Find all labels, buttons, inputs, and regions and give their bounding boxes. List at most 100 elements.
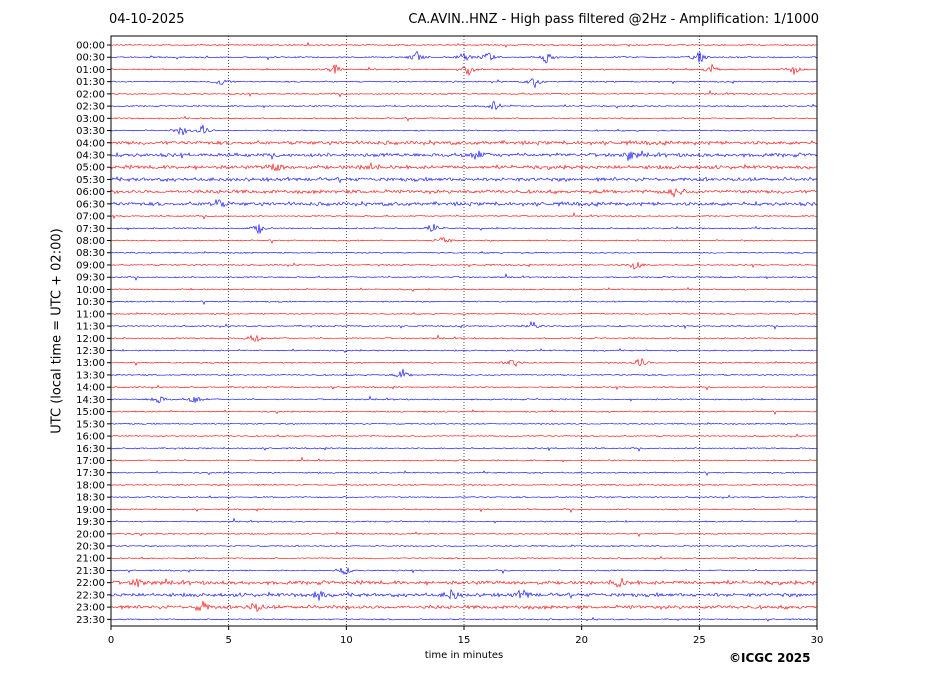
trace-1430 (110, 395, 818, 404)
y-tick-label: 12:30 (76, 346, 105, 357)
trace-0230 (110, 100, 818, 111)
y-axis-label: UTC (local time = UTC + 02:00) (49, 228, 65, 434)
trace-1130 (110, 320, 818, 330)
y-tick-label: 02:00 (76, 89, 105, 100)
y-tick-label: 00:00 (76, 41, 105, 52)
x-axis-label: time in minutes (424, 650, 504, 661)
trace-0330 (110, 124, 818, 136)
y-tick-label: 23:30 (76, 615, 105, 626)
trace-0900 (110, 262, 818, 270)
trace-0300 (110, 115, 818, 122)
y-tick-label: 04:00 (76, 138, 105, 149)
trace-1900 (110, 507, 818, 513)
trace-1630 (110, 446, 818, 452)
trace-0930 (110, 273, 818, 281)
y-tick-label: 06:00 (76, 187, 105, 198)
trace-1530 (110, 422, 818, 426)
y-tick-label: 13:00 (76, 358, 105, 369)
trace-0530 (110, 176, 818, 184)
trace-1500 (110, 409, 818, 415)
y-tick-label: 01:30 (76, 77, 105, 88)
y-tick-label: 20:30 (76, 542, 105, 553)
trace-1330 (110, 368, 818, 378)
trace-1800 (110, 483, 818, 487)
y-tick-label: 04:30 (76, 150, 105, 161)
trace-0730 (110, 223, 818, 235)
y-tick-label: 18:30 (76, 493, 105, 504)
y-tick-label: 22:30 (76, 590, 105, 601)
trace-0700 (110, 212, 818, 220)
y-tick-label: 11:00 (76, 309, 105, 320)
y-tick-label: 06:30 (76, 199, 105, 210)
y-tick-label: 03:00 (76, 114, 105, 125)
trace-0030 (110, 50, 818, 64)
minute-gridlines (228, 36, 700, 626)
trace-2000 (110, 531, 818, 538)
trace-0800 (110, 237, 818, 244)
y-tick-label: 17:30 (76, 468, 105, 479)
trace-0630 (110, 199, 818, 208)
y-tick-label: 02:30 (76, 102, 105, 113)
y-tick-label: 08:30 (76, 248, 105, 259)
trace-2100 (110, 555, 818, 561)
trace-0500 (110, 161, 818, 172)
trace-1830 (110, 494, 818, 500)
x-axis-ticks: 0 5 10 15 20 25 30 (108, 626, 824, 646)
y-tick-label: 23:00 (76, 603, 105, 614)
seismic-traces (110, 41, 818, 622)
y-tick-label: 01:00 (76, 65, 105, 76)
y-tick-label: 19:00 (76, 505, 105, 516)
y-tick-label: 12:00 (76, 334, 105, 345)
y-tick-label: 19:30 (76, 517, 105, 528)
x-tick-label: 0 (108, 635, 114, 646)
y-tick-label: 21:00 (76, 554, 105, 565)
y-tick-label: 20:00 (76, 529, 105, 540)
trace-1200 (110, 334, 818, 343)
trace-1400 (110, 384, 818, 391)
y-tick-label: 05:00 (76, 163, 105, 174)
y-tick-label: 13:30 (76, 370, 105, 381)
trace-1230 (110, 348, 818, 353)
trace-1730 (111, 470, 818, 477)
y-tick-label: 21:30 (76, 566, 105, 577)
trace-1600 (110, 433, 818, 438)
x-tick-label: 25 (693, 635, 706, 646)
y-tick-label: 14:00 (76, 383, 105, 394)
trace-0430 (110, 150, 818, 161)
x-tick-label: 10 (340, 635, 353, 646)
trace-0400 (110, 139, 818, 147)
x-tick-label: 15 (458, 635, 471, 646)
trace-0830 (110, 251, 818, 254)
copyright-label: ©ICGC 2025 (729, 651, 811, 665)
x-tick-label: 20 (575, 635, 588, 646)
trace-1000 (110, 287, 818, 292)
trace-0100 (110, 63, 818, 77)
trace-1930 (110, 517, 818, 524)
y-tick-label: 17:00 (76, 456, 105, 467)
trace-2030 (110, 544, 818, 548)
trace-1700 (110, 456, 818, 463)
trace-2130 (110, 567, 818, 575)
x-tick-label: 30 (811, 635, 824, 646)
trace-1300 (110, 357, 818, 368)
trace-1030 (110, 300, 818, 305)
y-tick-label: 10:00 (76, 285, 105, 296)
y-tick-label: 08:00 (76, 236, 105, 247)
chart-date: 04-10-2025 (109, 12, 185, 27)
y-tick-label: 10:30 (76, 297, 105, 308)
y-tick-label: 09:30 (76, 273, 105, 284)
y-tick-label: 07:30 (76, 224, 105, 235)
x-tick-label: 5 (225, 635, 231, 646)
trace-0130 (110, 78, 818, 89)
y-tick-label: 11:30 (76, 322, 105, 333)
trace-0600 (110, 188, 818, 198)
y-tick-label: 09:00 (76, 260, 105, 271)
trace-0000 (110, 41, 818, 48)
trace-2200 (110, 577, 818, 588)
trace-0200 (110, 89, 818, 98)
y-tick-label: 18:00 (76, 480, 105, 491)
chart-title: CA.AVIN..HNZ - High pass filtered @2Hz -… (408, 12, 819, 27)
trace-2300 (110, 600, 818, 613)
